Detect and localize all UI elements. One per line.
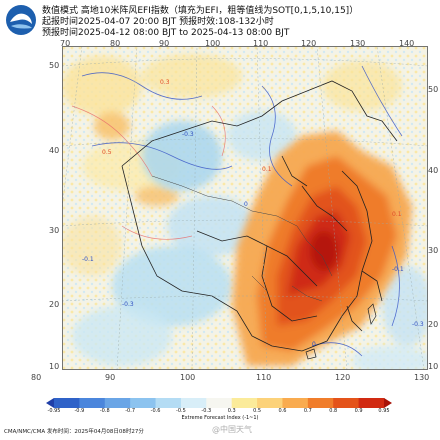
top-lon-tick: 140 xyxy=(399,39,415,48)
colorbar-segment xyxy=(257,398,283,408)
colorbar-tick-label: -0.5 xyxy=(176,408,186,414)
colorbar-segment xyxy=(333,398,360,408)
colorbar-tick-label: 0.6 xyxy=(278,408,287,414)
efi-negative-patches xyxy=(72,111,428,370)
bottom-lon-tick: 120 xyxy=(335,373,351,382)
top-lon-tick: 110 xyxy=(253,39,269,48)
left-lat-tick: 10 xyxy=(49,362,60,371)
bottom-lon-tick: 90 xyxy=(105,373,116,382)
efi-map: 0.3 0.5 -0.3 -0.1 -0.3 0 0.1 0 -0.1 -0.3… xyxy=(62,46,428,370)
issue-time-footer: CMA/NMC/CMA 发布时间：2025年04月08日08时27分 xyxy=(4,429,144,435)
cma-logo xyxy=(6,5,36,35)
contour-label: 0.3 xyxy=(160,79,170,86)
colorbar-tick-label: -0.8 xyxy=(99,408,110,414)
top-lon-tick: 80 xyxy=(110,39,121,48)
contour-label: 0 xyxy=(244,201,248,208)
init-time-text: 起报时间2025-04-07 20:00 BJT 预报时效:108-132小时 xyxy=(42,17,274,27)
colorbar-segment xyxy=(54,398,80,408)
province-borders xyxy=(151,175,333,302)
bottom-lon-tick: 80 xyxy=(31,373,42,382)
figure-header: 数值模式 高地10米阵风EFI指数（填充为EFI，粗等值线为SOT[0,1,5,… xyxy=(0,0,440,40)
colorbar-tick-label: 0.9 xyxy=(354,408,363,414)
left-lat-tick: 20 xyxy=(49,300,60,309)
bottom-lon-tick: 110 xyxy=(256,373,272,382)
colorbar-tick-label: 0.8 xyxy=(329,408,338,414)
colorbar-segment xyxy=(104,398,131,408)
top-lon-tick: 90 xyxy=(159,39,170,48)
left-lat-tick: 30 xyxy=(49,226,60,235)
contour-label: -0.3 xyxy=(412,321,424,328)
colorbar-tick-label: -0.9 xyxy=(74,408,85,414)
colorbar-tick-label: 0.95 xyxy=(378,408,390,414)
colorbar-segment xyxy=(282,398,309,408)
bottom-lon-tick: 130 xyxy=(414,373,430,382)
contour-label: -0.1 xyxy=(392,266,404,273)
colorbar-segment xyxy=(206,398,233,408)
efi-extreme-core xyxy=(232,131,412,366)
taiwan-outline xyxy=(367,303,377,325)
contour-label: -0.1 xyxy=(82,256,94,263)
contour-label: 0.1 xyxy=(262,166,272,173)
top-lon-tick: 130 xyxy=(350,39,366,48)
right-lat-tick: 10 xyxy=(428,362,439,371)
graticule xyxy=(62,46,428,370)
right-lat-tick: 40 xyxy=(428,166,439,175)
contour-labels: 0.3 0.5 -0.3 -0.1 -0.3 0 0.1 0 -0.1 -0.3… xyxy=(82,79,424,348)
top-lon-tick: 70 xyxy=(60,39,71,48)
left-lat-tick: 40 xyxy=(49,146,60,155)
right-lat-tick: 30 xyxy=(428,246,439,255)
weather-watermark: @中国天气 xyxy=(212,425,252,434)
contour-label: 0.5 xyxy=(102,149,112,156)
left-lat-tick: 50 xyxy=(49,61,60,70)
hainan-outline xyxy=(305,348,317,360)
colorbar-segment xyxy=(180,398,207,408)
colorbar-segment xyxy=(79,398,106,408)
colorbar-segment xyxy=(358,398,385,408)
bottom-lon-tick: 100 xyxy=(180,373,196,382)
right-lat-tick: 50 xyxy=(428,85,439,94)
top-lon-tick: 100 xyxy=(205,39,221,48)
colorbar-tick-label: -0.95 xyxy=(47,408,61,414)
contour-label: -0.3 xyxy=(182,131,194,138)
country-borders xyxy=(121,80,398,352)
colorbar-segment xyxy=(231,398,258,408)
figure-title: 数值模式 高地10米阵风EFI指数（填充为EFI，粗等值线为SOT[0,1,5,… xyxy=(42,6,359,16)
colorbar-min-arrow xyxy=(46,398,54,408)
colorbar-tick-label: 0.5 xyxy=(253,408,262,414)
efi-contours xyxy=(71,105,226,240)
colorbar-title: Extreme Forecast Index (-1~1) xyxy=(181,415,259,421)
contour-label: 0 xyxy=(312,341,316,348)
colorbar-tick-label: -0.7 xyxy=(125,408,136,414)
efi-colorbar xyxy=(46,398,392,408)
map-frame xyxy=(62,46,428,370)
contour-label: 0.1 xyxy=(392,211,402,218)
colorbar-tick-label: 0.7 xyxy=(303,408,312,414)
top-lon-tick: 120 xyxy=(301,39,317,48)
colorbar-segment xyxy=(155,398,182,408)
colorbar-tick-label: -0.3 xyxy=(201,408,212,414)
colorbar-max-arrow xyxy=(384,398,392,408)
colorbar-segment xyxy=(130,398,157,408)
colorbar-tick-label: 0.3 xyxy=(227,408,236,414)
right-lat-tick: 20 xyxy=(428,320,439,329)
valid-time-text: 预报时间2025-04-12 08:00 BJT to 2025-04-13 0… xyxy=(42,28,290,38)
contour-label: -0.3 xyxy=(122,301,134,308)
colorbar-segment xyxy=(307,398,334,408)
colorbar-tick-label: -0.6 xyxy=(150,408,161,414)
